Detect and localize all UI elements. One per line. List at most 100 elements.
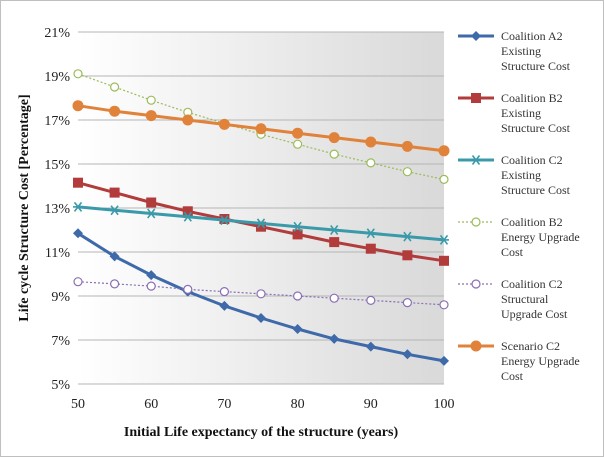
data-point-marker <box>256 313 266 323</box>
data-point-marker <box>471 279 481 289</box>
data-point-marker <box>109 205 120 216</box>
x-axis-ticks: 50 60 70 80 90 100 <box>71 397 455 412</box>
legend-label: Cost <box>501 245 524 259</box>
data-point-marker <box>329 333 340 344</box>
data-point-marker <box>219 300 230 311</box>
data-point-marker <box>292 324 303 334</box>
x-tick-label: 100 <box>434 397 455 412</box>
data-point-marker <box>73 228 83 239</box>
data-point-marker <box>182 206 193 217</box>
legend-label: Coalition C2 <box>501 277 563 291</box>
x-tick-label: 50 <box>71 397 85 412</box>
y-tick-label: 11% <box>45 246 70 261</box>
data-point-marker <box>109 82 120 92</box>
legend-label: Coalition B2 <box>501 91 563 105</box>
series-layer <box>72 69 450 366</box>
data-point-marker <box>292 127 304 139</box>
legend-label: Structure Cost <box>501 183 571 197</box>
data-point-marker <box>256 289 266 299</box>
data-point-marker <box>402 298 412 308</box>
data-point-marker <box>470 340 482 352</box>
data-point-marker <box>256 218 266 229</box>
series-3 <box>73 201 449 245</box>
data-point-marker <box>292 229 303 240</box>
legend-label: Upgrade Cost <box>501 307 568 321</box>
data-point-marker <box>439 234 449 245</box>
legend-label: Scenario C2 <box>501 339 560 353</box>
data-point-marker <box>439 355 449 366</box>
data-point-marker <box>182 114 194 126</box>
data-point-marker <box>292 221 303 232</box>
x-tick-label: 70 <box>217 397 231 412</box>
data-point-marker <box>402 231 413 242</box>
data-point-marker <box>109 187 120 198</box>
data-point-marker <box>329 225 340 235</box>
y-axis-title: Life cycle Structure Cost [Percentage] <box>17 94 32 321</box>
data-point-marker <box>365 228 376 239</box>
data-point-marker <box>439 300 449 310</box>
legend-label: Energy Upgrade <box>501 230 580 244</box>
data-point-marker <box>219 215 230 226</box>
series-1 <box>73 228 449 366</box>
data-point-marker <box>145 110 157 122</box>
x-axis-title: Initial Life expectancy of the structure… <box>124 425 399 440</box>
data-point-marker <box>328 132 340 144</box>
data-point-marker <box>471 31 481 41</box>
data-point-marker <box>365 243 376 254</box>
data-point-marker <box>471 93 481 103</box>
data-point-marker <box>439 255 449 266</box>
data-point-marker <box>109 251 120 262</box>
y-tick-label: 5% <box>51 378 70 393</box>
y-tick-label: 19% <box>44 70 70 85</box>
data-point-marker <box>146 281 156 291</box>
legend-label: Structure Cost <box>501 121 571 135</box>
data-point-marker <box>401 140 413 152</box>
y-tick-label: 17% <box>44 114 70 129</box>
data-point-marker <box>366 158 376 168</box>
y-tick-label: 7% <box>51 334 70 349</box>
data-point-marker <box>471 217 481 227</box>
legend-label: Structure Cost <box>501 59 571 73</box>
y-tick-label: 13% <box>44 202 70 217</box>
data-point-marker <box>365 136 377 148</box>
data-point-marker <box>146 208 157 219</box>
data-point-marker <box>146 95 156 105</box>
data-point-marker <box>366 295 376 305</box>
legend-label: Existing <box>501 106 541 120</box>
data-point-marker <box>146 270 157 281</box>
data-point-marker <box>471 155 481 165</box>
data-point-marker <box>218 118 230 130</box>
series-6 <box>72 100 450 157</box>
legend-label: Structural <box>501 292 549 306</box>
legend-label: Existing <box>501 168 541 182</box>
data-point-marker <box>182 211 193 222</box>
y-axis-ticks: 5% 7% 9% 11% 13% 15% 17% 19% 21% <box>44 26 70 393</box>
x-tick-label: 60 <box>144 397 158 412</box>
data-point-marker <box>73 69 83 79</box>
series-5 <box>73 277 449 310</box>
data-point-marker <box>73 177 83 188</box>
y-tick-label: 15% <box>44 158 70 173</box>
series-4 <box>73 69 449 184</box>
data-point-marker <box>329 293 339 303</box>
data-point-marker <box>183 284 193 294</box>
data-point-marker <box>402 250 413 261</box>
x-tick-label: 80 <box>291 397 305 412</box>
data-point-marker <box>402 167 412 177</box>
data-point-marker <box>402 349 413 360</box>
data-point-marker <box>329 149 339 159</box>
data-point-marker <box>73 277 83 287</box>
series-line <box>77 281 445 306</box>
data-point-marker <box>72 100 84 112</box>
legend-label: Energy Upgrade <box>501 354 580 368</box>
y-tick-label: 9% <box>51 290 70 305</box>
